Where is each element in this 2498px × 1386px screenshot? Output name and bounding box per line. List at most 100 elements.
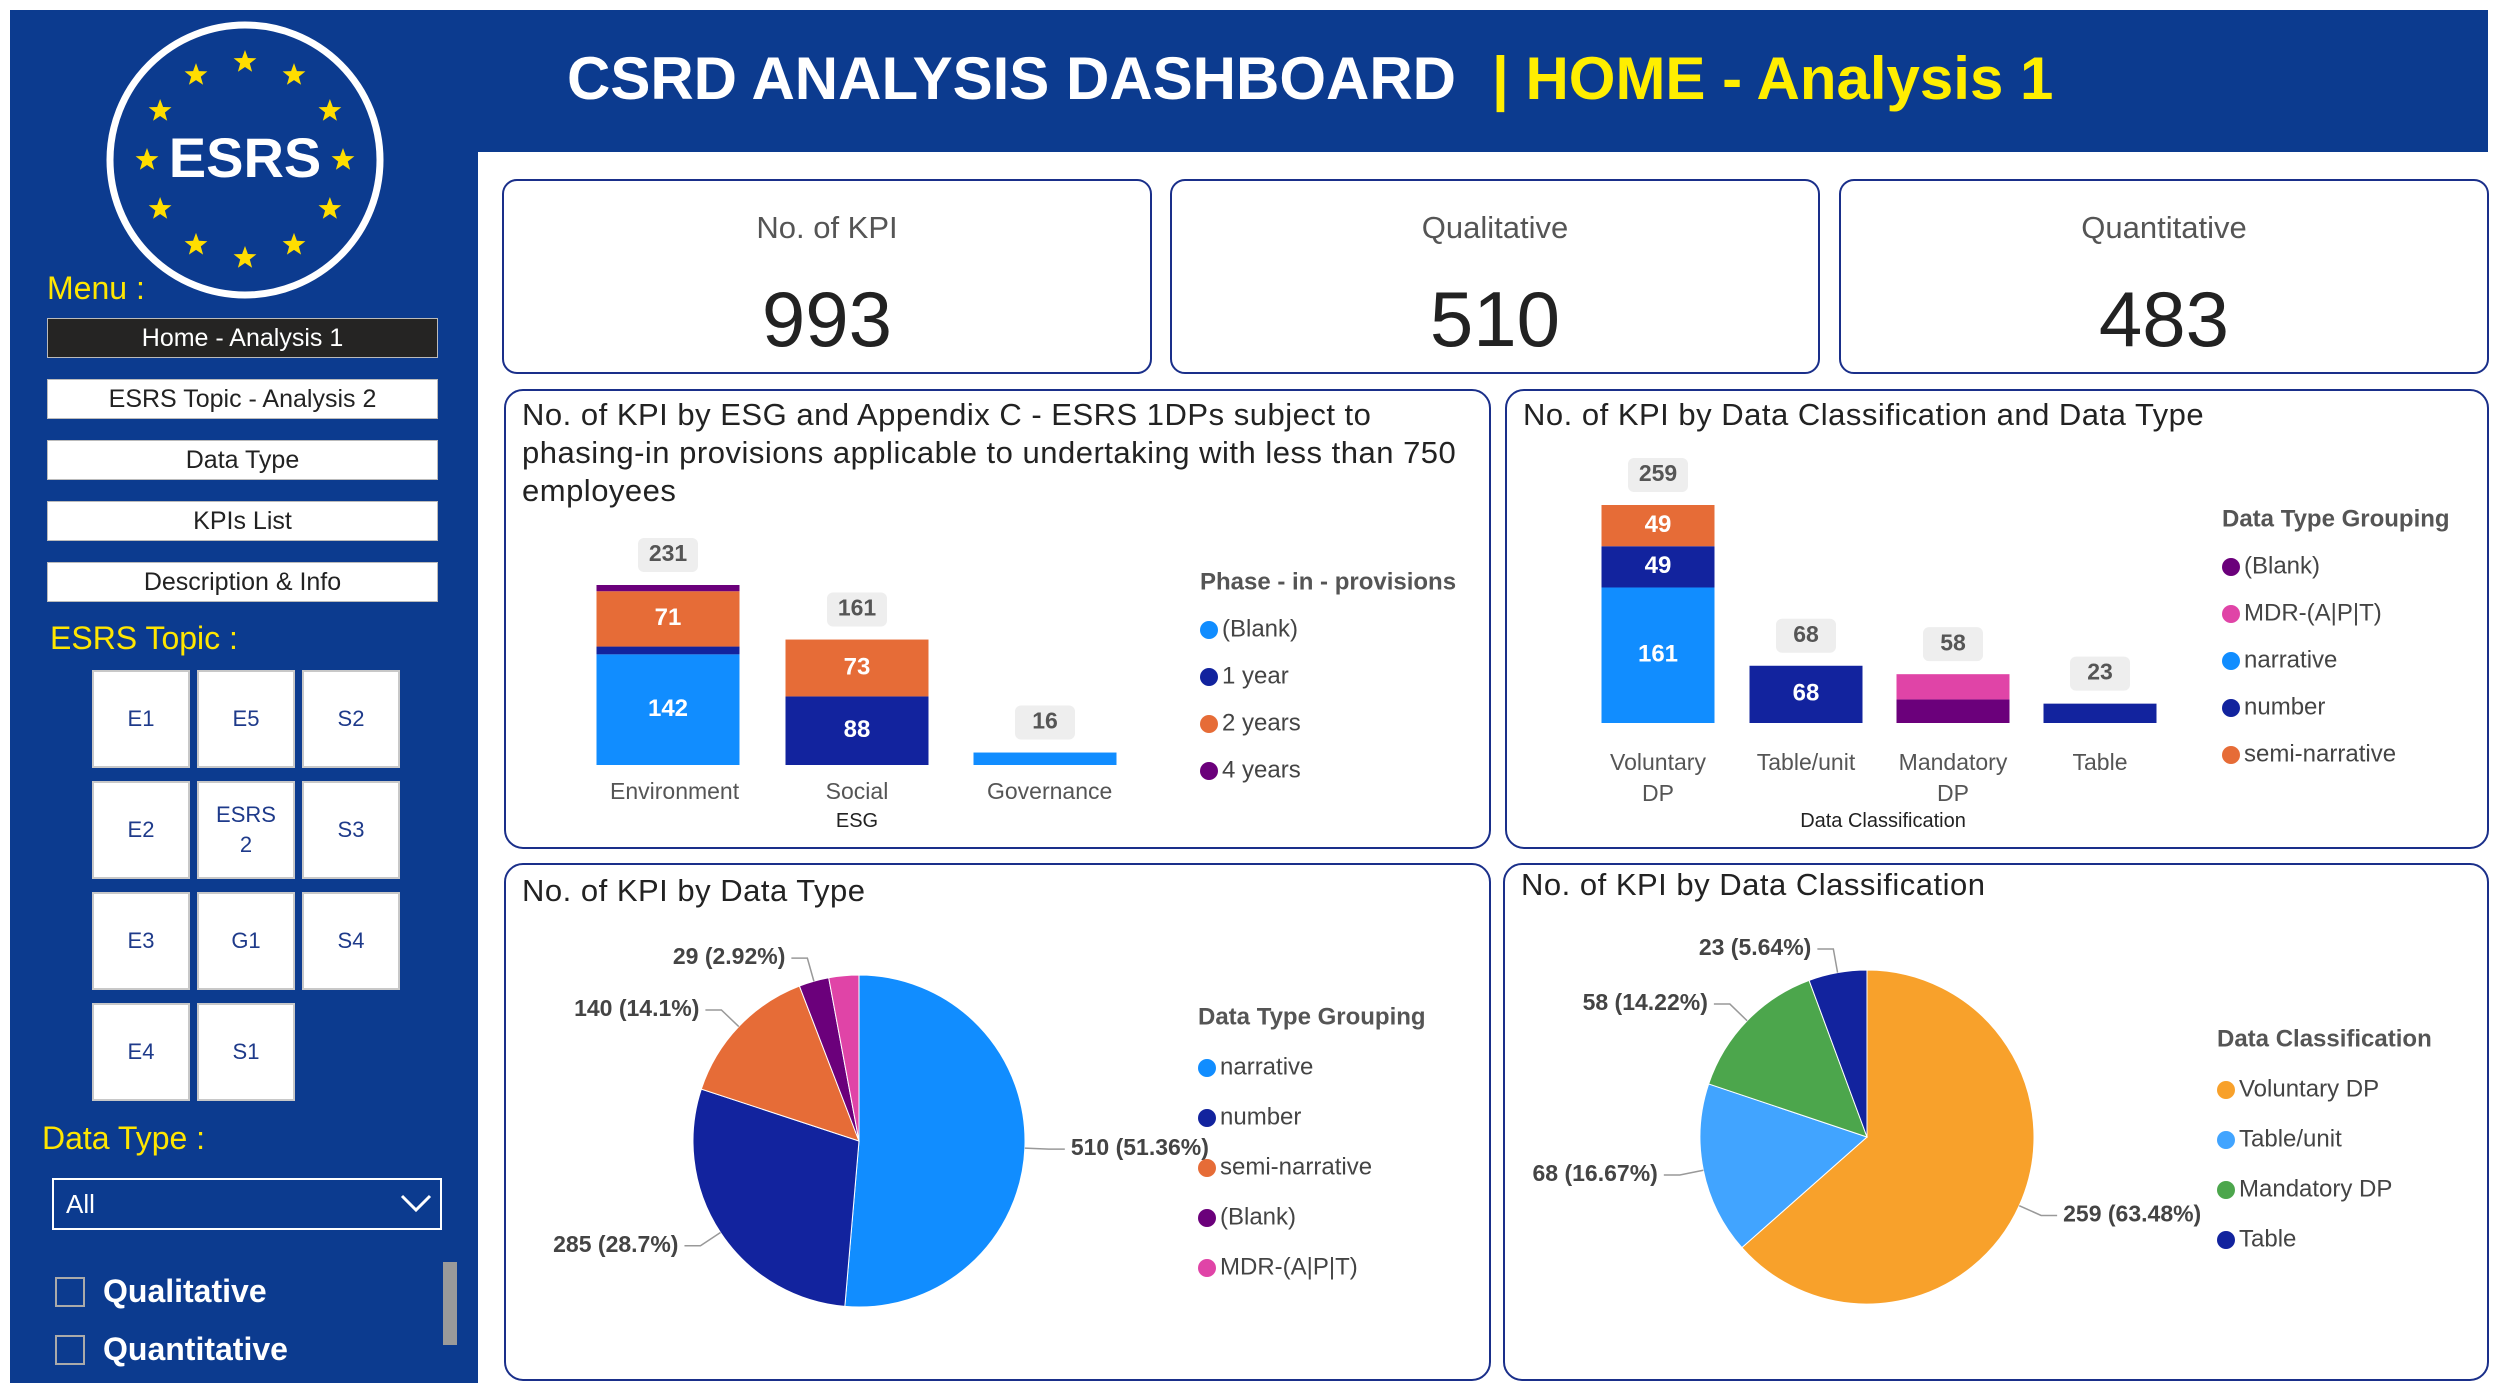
logo-star <box>282 63 306 85</box>
menu-button[interactable]: KPIs List <box>47 501 438 541</box>
total-label-box <box>1015 705 1075 740</box>
legend-label: 2 years <box>1222 709 1301 736</box>
pie-slice <box>844 974 1026 1308</box>
legend-marker <box>1198 1109 1216 1127</box>
legend-marker <box>1200 621 1218 639</box>
legend-marker <box>2222 652 2240 670</box>
logo-star <box>318 197 342 219</box>
label-leader <box>1817 948 1839 973</box>
legend-label: number <box>2244 693 2325 720</box>
checkbox[interactable] <box>55 1277 85 1307</box>
logo-text: ESRS <box>169 126 322 189</box>
topic-button[interactable]: ESRS 2 <box>197 781 295 879</box>
checkbox[interactable] <box>55 1335 85 1365</box>
x-tick-label: Social <box>825 778 889 804</box>
header-title-row: CSRD ANALYSIS DASHBOARD | HOME - Analysis… <box>567 44 2053 113</box>
logo-star <box>318 99 342 121</box>
card-border <box>1170 179 1820 374</box>
x-tick-label: Environment <box>610 778 740 804</box>
legend-marker <box>1200 715 1218 733</box>
menu-button[interactable]: ESRS Topic - Analysis 2 <box>47 379 438 419</box>
bar-segment-label: 161 <box>1638 641 1678 668</box>
legend-label: narrative <box>1220 1053 1313 1080</box>
dropdown[interactable]: All <box>52 1178 442 1230</box>
legend-title: Data Type Grouping <box>2222 505 2450 532</box>
pie-slice <box>692 1088 860 1307</box>
chart-title: No. of KPI by Data Type <box>522 873 866 908</box>
pie-label: 29 (2.92%) <box>673 943 786 969</box>
total-label-box <box>827 592 887 627</box>
x-tick-label: Governance <box>987 778 1113 804</box>
legend-marker <box>2217 1131 2235 1149</box>
topic-button[interactable]: E2 <box>92 781 190 879</box>
pie-slice <box>1699 1083 1868 1249</box>
label-leader <box>1024 1147 1065 1150</box>
total-label: 259 <box>1639 460 1677 486</box>
topic-button[interactable]: E1 <box>92 670 190 768</box>
legend-marker <box>2217 1231 2235 1249</box>
x-tick-label: Table <box>2072 749 2128 775</box>
logo-star <box>184 63 208 85</box>
logo-star <box>282 232 306 255</box>
label-leader <box>1663 1169 1704 1176</box>
pie-label: 510 (51.36%) <box>1071 1134 1209 1160</box>
logo-circle <box>106 21 384 299</box>
topic-button[interactable]: S2 <box>302 670 400 768</box>
menu-button[interactable]: Home - Analysis 1 <box>47 318 438 358</box>
bar-segment <box>1601 587 1715 723</box>
topic-button[interactable]: S4 <box>302 892 400 990</box>
bar-segment-label: 88 <box>844 716 871 743</box>
checkbox-label[interactable]: Qualitative <box>103 1273 267 1309</box>
bar-segment <box>1896 674 2010 700</box>
scrollbar <box>443 1262 457 1345</box>
bar-segment <box>973 752 1117 765</box>
total-label-box <box>2070 656 2130 691</box>
legend-marker <box>2222 605 2240 623</box>
pie-label: 259 (63.48%) <box>2063 1201 2201 1227</box>
pie-label: 23 (5.64%) <box>1699 934 1812 960</box>
total-label-box <box>1923 627 1983 662</box>
label-leader <box>705 1009 740 1028</box>
menu-label: Menu : <box>47 270 145 306</box>
legend-marker <box>2217 1081 2235 1099</box>
bar-segment <box>596 646 740 655</box>
pie-label: 140 (14.1%) <box>574 995 699 1021</box>
checkbox-label[interactable]: Quantitative <box>103 1331 288 1367</box>
total-label: 16 <box>1032 708 1058 734</box>
topic-button[interactable]: S1 <box>197 1003 295 1101</box>
topic-button[interactable]: G1 <box>197 892 295 990</box>
legend-marker <box>1198 1259 1216 1277</box>
legend-label: 1 year <box>1222 662 1289 689</box>
topic-button[interactable]: S3 <box>302 781 400 879</box>
header-subtitle: | HOME - Analysis 1 <box>1491 45 2054 112</box>
label-leader <box>684 1231 721 1247</box>
legend-marker <box>2222 699 2240 717</box>
total-label-box <box>1776 618 1836 653</box>
header-title: CSRD ANALYSIS DASHBOARD <box>567 45 1456 112</box>
panel-border <box>1503 863 2489 1381</box>
topic-button[interactable]: E5 <box>197 670 295 768</box>
x-tick-label: Table/unit <box>1756 749 1856 775</box>
chart-title: No. of KPI by Data Classification and Da… <box>1523 397 2205 432</box>
data-type-label: Data Type : <box>42 1120 206 1156</box>
legend-title: Phase - in - provisions <box>1200 568 1456 595</box>
topic-button[interactable]: E3 <box>92 892 190 990</box>
total-label: 23 <box>2087 659 2113 685</box>
legend-label: Mandatory DP <box>2239 1175 2392 1202</box>
topic-label: ESRS Topic : <box>50 620 238 656</box>
bar-segment <box>1896 699 2010 723</box>
card-label: No. of KPI <box>756 210 898 245</box>
x-axis-label: ESG <box>835 810 879 832</box>
menu-button[interactable]: Data Type <box>47 440 438 480</box>
pie-label: 68 (16.67%) <box>1533 1160 1658 1186</box>
topic-button[interactable]: E4 <box>92 1003 190 1101</box>
menu-button[interactable]: Description & Info <box>47 562 438 602</box>
total-label: 58 <box>1940 629 1966 655</box>
bar-segment-label: 71 <box>655 604 682 631</box>
label-leader <box>1713 1003 1748 1022</box>
pie-slice <box>1808 969 1868 1138</box>
label-leader <box>2018 1204 2058 1217</box>
logo-star <box>233 50 257 72</box>
